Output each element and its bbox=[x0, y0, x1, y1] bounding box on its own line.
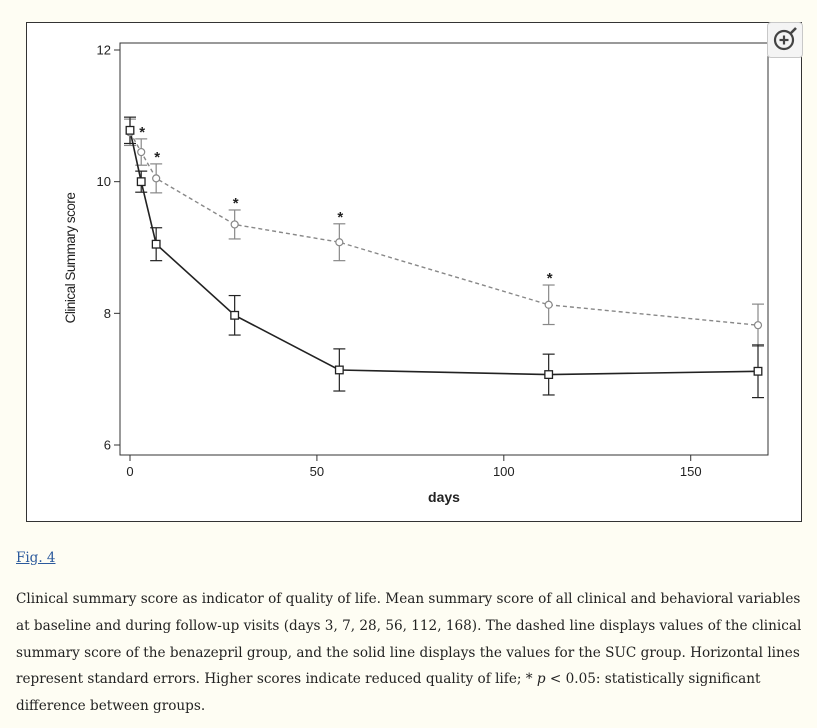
figure-image-frame[interactable] bbox=[26, 22, 802, 522]
circle-marker bbox=[152, 174, 161, 183]
y-tick-label: 10 bbox=[97, 174, 111, 189]
significance-asterisk: * bbox=[139, 124, 145, 141]
circle-marker bbox=[230, 220, 239, 229]
x-tick-label: 100 bbox=[493, 464, 515, 479]
x-tick-label: 0 bbox=[126, 464, 133, 479]
plot-area-frame bbox=[119, 42, 769, 456]
caption-p-symbol: p bbox=[536, 671, 546, 688]
x-tick-label: 150 bbox=[680, 464, 702, 479]
square-marker bbox=[151, 239, 161, 249]
significance-asterisk: * bbox=[337, 209, 343, 226]
square-marker bbox=[334, 365, 344, 375]
y-tick-label: 6 bbox=[104, 438, 111, 453]
y-tick-label: 8 bbox=[104, 306, 111, 321]
caption-text-main: Clinical summary score as indicator of q… bbox=[16, 591, 802, 688]
figure-link[interactable]: Fig. 4 bbox=[16, 550, 56, 566]
circle-marker bbox=[753, 321, 763, 330]
significance-asterisk: * bbox=[547, 270, 553, 287]
axes-layer: 6 8 10 12 0 50 100 150 bbox=[97, 43, 702, 480]
zoom-button[interactable] bbox=[767, 22, 803, 58]
figure-caption: Clinical summary score as indicator of q… bbox=[16, 586, 814, 720]
x-axis-label: days bbox=[428, 489, 460, 505]
significance-asterisk: * bbox=[233, 195, 239, 212]
square-marker bbox=[136, 177, 146, 187]
square-marker bbox=[544, 370, 554, 380]
dashed-series-line bbox=[129, 131, 759, 326]
chart-plot: 6 8 10 12 0 50 100 150 * * * * * days Clinical Summ… bbox=[63, 42, 769, 505]
solid-series-line bbox=[129, 130, 759, 376]
caption-text-end: < 0.05: statistically significant differ… bbox=[16, 671, 761, 715]
significance-asterisk: * bbox=[154, 149, 160, 166]
series-layer: * * * * * bbox=[124, 116, 764, 399]
circle-marker bbox=[335, 238, 344, 247]
y-tick-label: 12 bbox=[97, 43, 111, 58]
square-marker bbox=[753, 366, 763, 376]
circle-marker bbox=[544, 300, 553, 309]
square-marker bbox=[230, 310, 240, 320]
circle-marker bbox=[137, 147, 146, 157]
square-marker bbox=[125, 125, 135, 135]
y-axis-label: Clinical Summary score bbox=[63, 193, 78, 324]
zoom-in-magnifier-icon bbox=[773, 27, 797, 51]
x-tick-label: 50 bbox=[310, 464, 324, 479]
